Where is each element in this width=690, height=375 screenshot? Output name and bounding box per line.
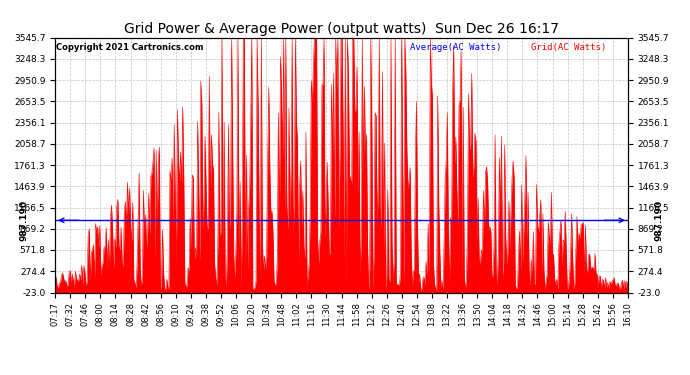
Text: 987.190: 987.190 (19, 200, 28, 241)
Text: 987.190: 987.190 (655, 200, 664, 241)
Text: Grid(AC Watts): Grid(AC Watts) (531, 43, 606, 52)
Title: Grid Power & Average Power (output watts)  Sun Dec 26 16:17: Grid Power & Average Power (output watts… (124, 22, 559, 36)
Text: Average(AC Watts): Average(AC Watts) (411, 43, 502, 52)
Text: Copyright 2021 Cartronics.com: Copyright 2021 Cartronics.com (57, 43, 204, 52)
